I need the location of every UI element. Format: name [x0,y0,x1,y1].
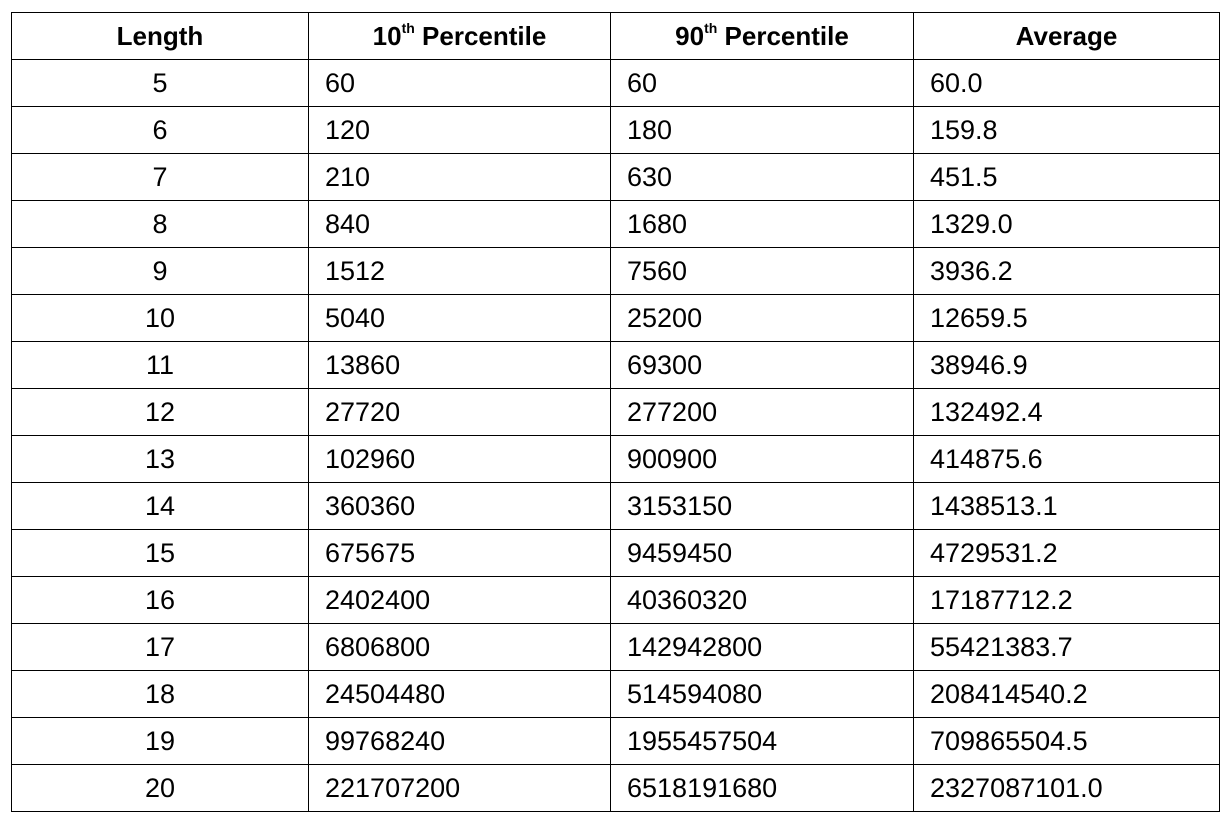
ninetieth-percentile-cell: 9459450 [610,529,914,577]
ninetieth-percentile-cell: 40360320 [610,576,914,624]
table-row: 8 840 1680 1329.0 [11,200,1220,248]
tenth-percentile-cell: 6806800 [308,623,611,671]
length-cell: 16 [11,576,309,624]
table-row: 15 675675 9459450 4729531.2 [11,529,1220,577]
header-10th-percentile: 10th Percentile [308,12,611,60]
average-cell: 132492.4 [913,388,1220,436]
ninetieth-percentile-cell: 60 [610,59,914,107]
table-row: 11 13860 69300 38946.9 [11,341,1220,389]
table-row: 20 221707200 6518191680 2327087101.0 [11,764,1220,812]
tenth-percentile-cell: 840 [308,200,611,248]
ninetieth-percentile-cell: 3153150 [610,482,914,530]
length-cell: 11 [11,341,309,389]
table-row: 6 120 180 159.8 [11,106,1220,154]
average-cell: 12659.5 [913,294,1220,342]
table-row: 7 210 630 451.5 [11,153,1220,201]
length-cell: 7 [11,153,309,201]
table-row: 5 60 60 60.0 [11,59,1220,107]
table-row: 16 2402400 40360320 17187712.2 [11,576,1220,624]
table-row: 9 1512 7560 3936.2 [11,247,1220,295]
length-cell: 17 [11,623,309,671]
ninetieth-percentile-cell: 900900 [610,435,914,483]
ninetieth-percentile-cell: 7560 [610,247,914,295]
average-cell: 451.5 [913,153,1220,201]
tenth-percentile-cell: 2402400 [308,576,611,624]
table-row: 17 6806800 142942800 55421383.7 [11,623,1220,671]
average-cell: 709865504.5 [913,717,1220,765]
ninetieth-percentile-cell: 142942800 [610,623,914,671]
tenth-percentile-cell: 675675 [308,529,611,577]
average-cell: 4729531.2 [913,529,1220,577]
length-cell: 14 [11,482,309,530]
tenth-percentile-cell: 27720 [308,388,611,436]
average-cell: 60.0 [913,59,1220,107]
length-cell: 20 [11,764,309,812]
length-cell: 15 [11,529,309,577]
header-90th-percentile: 90th Percentile [610,12,914,60]
tenth-percentile-cell: 5040 [308,294,611,342]
table-header-row: Length 10th Percentile 90th Percentile A… [11,12,1220,60]
length-cell: 19 [11,717,309,765]
header-length: Length [11,12,309,60]
ninetieth-percentile-cell: 630 [610,153,914,201]
average-cell: 159.8 [913,106,1220,154]
tenth-percentile-cell: 24504480 [308,670,611,718]
ninetieth-percentile-cell: 1955457504 [610,717,914,765]
average-cell: 1438513.1 [913,482,1220,530]
ninetieth-percentile-cell: 6518191680 [610,764,914,812]
ninetieth-percentile-cell: 180 [610,106,914,154]
average-cell: 1329.0 [913,200,1220,248]
table-row: 19 99768240 1955457504 709865504.5 [11,717,1220,765]
tenth-percentile-cell: 221707200 [308,764,611,812]
percentile-table: Length 10th Percentile 90th Percentile A… [11,12,1220,812]
length-cell: 5 [11,59,309,107]
tenth-percentile-cell: 102960 [308,435,611,483]
average-cell: 3936.2 [913,247,1220,295]
length-cell: 18 [11,670,309,718]
ninetieth-percentile-cell: 514594080 [610,670,914,718]
length-cell: 13 [11,435,309,483]
table-row: 10 5040 25200 12659.5 [11,294,1220,342]
table-row: 13 102960 900900 414875.6 [11,435,1220,483]
ninetieth-percentile-cell: 277200 [610,388,914,436]
tenth-percentile-cell: 13860 [308,341,611,389]
tenth-percentile-cell: 120 [308,106,611,154]
tenth-percentile-cell: 360360 [308,482,611,530]
ninetieth-percentile-cell: 69300 [610,341,914,389]
header-average: Average [913,12,1220,60]
table-row: 14 360360 3153150 1438513.1 [11,482,1220,530]
average-cell: 17187712.2 [913,576,1220,624]
length-cell: 8 [11,200,309,248]
average-cell: 208414540.2 [913,670,1220,718]
table-row: 12 27720 277200 132492.4 [11,388,1220,436]
table-row: 18 24504480 514594080 208414540.2 [11,670,1220,718]
tenth-percentile-cell: 210 [308,153,611,201]
average-cell: 2327087101.0 [913,764,1220,812]
tenth-percentile-cell: 1512 [308,247,611,295]
ninetieth-percentile-cell: 1680 [610,200,914,248]
table-body: 5 60 60 60.0 6 120 180 159.8 7 210 630 451.5 8 840 168… [11,59,1220,812]
average-cell: 38946.9 [913,341,1220,389]
average-cell: 55421383.7 [913,623,1220,671]
data-table-container: Length 10th Percentile 90th Percentile A… [11,12,1220,812]
tenth-percentile-cell: 99768240 [308,717,611,765]
length-cell: 6 [11,106,309,154]
tenth-percentile-cell: 60 [308,59,611,107]
average-cell: 414875.6 [913,435,1220,483]
length-cell: 9 [11,247,309,295]
ninetieth-percentile-cell: 25200 [610,294,914,342]
length-cell: 12 [11,388,309,436]
length-cell: 10 [11,294,309,342]
